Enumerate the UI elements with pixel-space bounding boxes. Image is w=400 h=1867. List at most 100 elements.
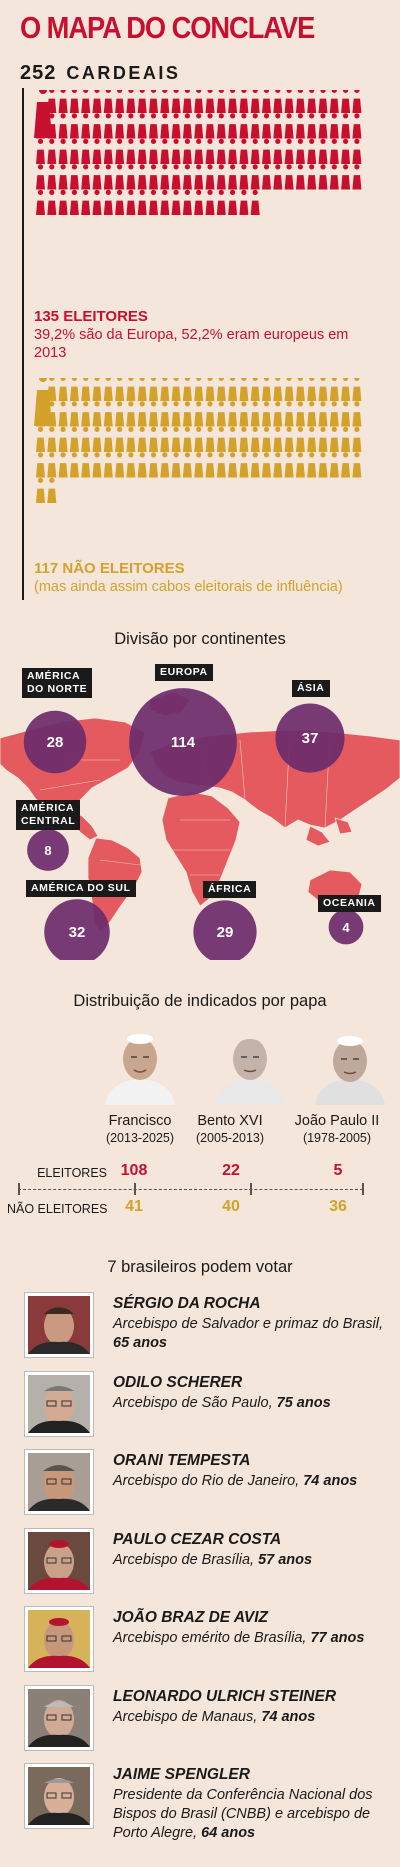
elector-figure (318, 138, 328, 164)
non-elector-figure (352, 426, 362, 452)
elector-figure (228, 164, 238, 190)
non-elector-figure (250, 426, 260, 452)
non-elector-figure (205, 452, 215, 478)
non-elector-figure (69, 452, 79, 478)
non-elector-figure (262, 378, 271, 401)
elector-figure (250, 90, 260, 113)
pope-years-joao-paulo: (1978-2005) (302, 1131, 372, 1145)
non-elector-figure (115, 378, 125, 401)
elector-figure (47, 189, 57, 215)
value-electors-joao-paulo: 5 (333, 1162, 343, 1179)
elector-figure (216, 138, 226, 164)
elector-lead-figure (34, 90, 52, 138)
non-elector-figure (318, 401, 328, 427)
non-elector-figure (171, 426, 181, 452)
elector-figure (262, 138, 271, 164)
row-label-electors: ELEITORES (37, 1166, 107, 1180)
non-elector-figure (182, 401, 192, 427)
elector-figure (239, 164, 249, 190)
elector-figure (126, 90, 136, 113)
non-elector-figure (137, 401, 147, 427)
non-elector-figure (160, 378, 170, 401)
avatar (25, 1529, 93, 1593)
brazilian-name: ORANI TEMPESTA (113, 1452, 251, 1469)
brazilian-name: ODILO SCHERER (113, 1374, 243, 1391)
brazilian-desc: Arcebispo de Salvador e primaz do Brasil… (113, 1316, 383, 1351)
elector-figure (81, 113, 91, 139)
elector-figure (171, 90, 181, 113)
elector-figure (160, 164, 170, 190)
elector-figure (92, 138, 102, 164)
non-elector-figure (329, 401, 339, 427)
elector-figure (115, 138, 125, 164)
non-elector-figure (103, 401, 113, 427)
elector-figure (92, 90, 102, 113)
elector-figure (69, 138, 79, 164)
elector-figure (194, 189, 204, 215)
non-elector-figure (149, 378, 158, 401)
elector-figure (137, 90, 147, 113)
non-elector-figure (58, 378, 68, 401)
continent-bubble (23, 710, 87, 774)
continent-bubble (27, 829, 69, 871)
non-elector-figure (58, 452, 68, 478)
elector-figure (171, 113, 181, 139)
elector-figure (295, 164, 305, 190)
elector-figure (149, 138, 158, 164)
elector-figure (69, 90, 79, 113)
elector-figure (216, 113, 226, 139)
non-elector-figure (341, 401, 351, 427)
elector-figure (205, 90, 215, 113)
non-elector-figure (318, 378, 328, 401)
elector-figure (194, 138, 204, 164)
elector-figure (58, 164, 68, 190)
non-elector-figure (295, 426, 305, 452)
value-electors-bento: 22 (222, 1162, 240, 1179)
continent-value: 32 (69, 924, 86, 941)
avatar (25, 1607, 93, 1671)
non-elector-figure (126, 452, 136, 478)
non-elector-figure (103, 426, 113, 452)
non-elector-figure (307, 426, 317, 452)
electors-heading: 135 ELEITORES (34, 308, 148, 325)
non-elector-figure (273, 378, 283, 401)
elector-figure (103, 189, 113, 215)
elector-figure (81, 138, 91, 164)
non-elector-figure (205, 378, 215, 401)
elector-figure (194, 90, 204, 113)
continent-bubble (44, 899, 110, 965)
elector-figure (307, 138, 317, 164)
brazilian-desc: Arcebispo emérito de Brasília, 77 anos (113, 1630, 365, 1646)
non-elector-figure (58, 401, 68, 427)
non-elector-figure (194, 426, 204, 452)
elector-figure (341, 138, 351, 164)
non-elector-figure (47, 452, 57, 478)
non-elector-figure (307, 401, 317, 427)
non-elector-figure (115, 452, 125, 478)
non-elector-figure (273, 452, 283, 478)
elector-figure (171, 164, 181, 190)
elector-figure (103, 90, 113, 113)
non-elector-figure (284, 452, 294, 478)
label-europa: EUROPA (155, 664, 213, 681)
elector-figure (182, 189, 192, 215)
elector-figure (341, 164, 351, 190)
list-item: ODILO SCHERER Arcebispo de São Paulo, 75… (25, 1372, 385, 1442)
pope-years-francisco: (2013-2025) (105, 1131, 175, 1145)
elector-figure (160, 113, 170, 139)
non-elector-figure (137, 452, 147, 478)
elector-figure (318, 164, 328, 190)
non-elector-figure (250, 401, 260, 427)
non-elector-figure (36, 477, 45, 503)
non-elector-figure (273, 426, 283, 452)
list-item: JOÃO BRAZ DE AVIZ Arcebispo emérito de B… (25, 1607, 385, 1677)
electors-subtitle: 39,2% são da Europa, 52,2% eram europeus… (34, 327, 349, 361)
elector-figure (126, 138, 136, 164)
list-item: JAIME SPENGLER Presidente da Conferência… (25, 1764, 385, 1841)
non-elector-grid-svg (34, 378, 362, 503)
avatar (25, 1686, 93, 1750)
popes-chart-title: Distribuição de indicados por papa (73, 992, 327, 1010)
elector-figure (205, 138, 215, 164)
non-elector-figure (284, 378, 294, 401)
